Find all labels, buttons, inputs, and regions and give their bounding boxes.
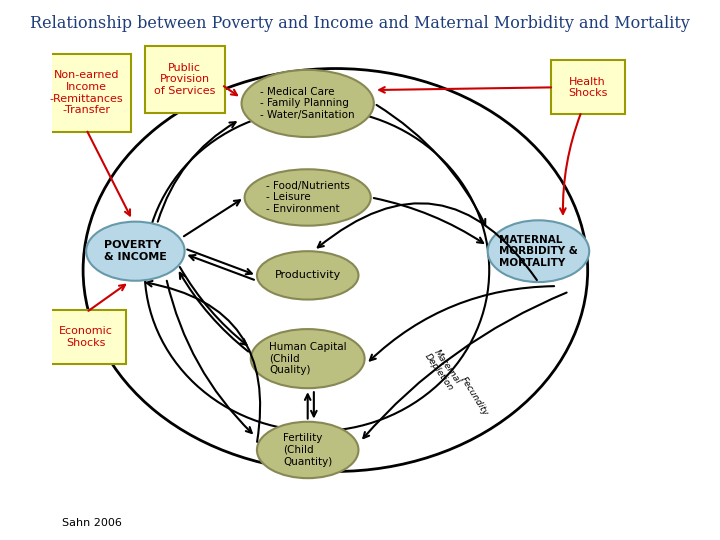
FancyBboxPatch shape <box>46 310 126 364</box>
Ellipse shape <box>257 251 359 300</box>
Text: - Food/Nutrients
- Leisure
- Environment: - Food/Nutrients - Leisure - Environment <box>266 181 350 214</box>
Ellipse shape <box>487 220 589 282</box>
Text: Economic
Shocks: Economic Shocks <box>59 326 113 348</box>
Text: Fertility
(Child
Quantity): Fertility (Child Quantity) <box>283 434 333 467</box>
FancyBboxPatch shape <box>551 60 624 114</box>
Text: Relationship between Poverty and Income and Maternal Morbidity and Mortality: Relationship between Poverty and Income … <box>30 15 690 32</box>
Ellipse shape <box>86 221 184 281</box>
Text: Productivity: Productivity <box>274 271 341 280</box>
Ellipse shape <box>241 70 374 137</box>
FancyBboxPatch shape <box>42 54 131 132</box>
Text: Human Capital
(Child
Quality): Human Capital (Child Quality) <box>269 342 346 375</box>
Text: Sahn 2006: Sahn 2006 <box>61 518 122 528</box>
Text: - Medical Care
- Family Planning
- Water/Sanitation: - Medical Care - Family Planning - Water… <box>261 87 355 120</box>
Text: Health
Shocks: Health Shocks <box>568 77 608 98</box>
Text: POVERTY
& INCOME: POVERTY & INCOME <box>104 240 167 262</box>
Text: Public
Provision
of Services: Public Provision of Services <box>154 63 215 96</box>
Text: Maternal
Depletion: Maternal Depletion <box>423 346 464 393</box>
Ellipse shape <box>245 169 371 226</box>
Ellipse shape <box>251 329 364 388</box>
Ellipse shape <box>257 422 359 478</box>
Text: Non-earned
Income
-Remittances
-Transfer: Non-earned Income -Remittances -Transfer <box>50 70 123 115</box>
Text: Fecundity: Fecundity <box>459 375 490 417</box>
Text: MATERNAL
MORBIDITY &
MORTALITY: MATERNAL MORBIDITY & MORTALITY <box>499 234 578 268</box>
FancyBboxPatch shape <box>145 46 225 113</box>
